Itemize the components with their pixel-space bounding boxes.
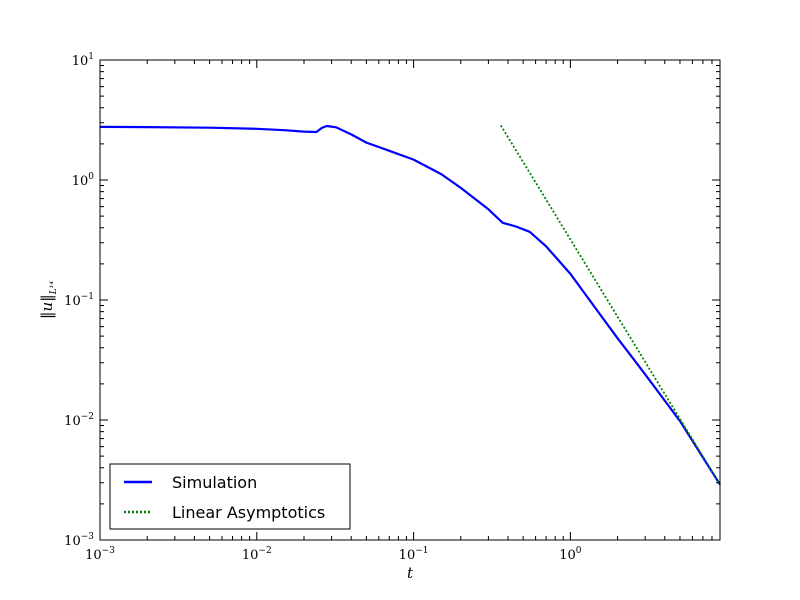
y-tick-label: 101 — [72, 52, 94, 69]
legend-box — [109, 463, 351, 530]
legend-simulation-label: Simulation — [172, 473, 257, 492]
legend: Simulation Linear Asymptotics — [109, 463, 351, 530]
series-simulation-line — [99, 124, 721, 486]
x-tick-label: 10−2 — [242, 546, 272, 563]
y-axis-label-sub: L¹⁴ — [49, 281, 59, 296]
legend-asymptotics-label: Linear Asymptotics — [172, 503, 325, 522]
tick-labels: 10−3 10−2 10−1 100 10−3 10−2 10−1 100 101 — [64, 52, 582, 563]
x-tick-label: 10−1 — [399, 546, 429, 563]
y-tick-label: 10−1 — [64, 292, 94, 309]
x-tick-label: 100 — [559, 546, 582, 563]
y-tick-label: 10−2 — [64, 412, 94, 429]
y-axis-label: ‖u‖L¹⁴ — [38, 281, 59, 319]
y-tick-label: 10−3 — [64, 532, 94, 549]
y-axis-label-main: ‖u‖ — [38, 294, 56, 319]
x-axis-label: t — [407, 564, 414, 582]
plot-lines — [99, 124, 721, 486]
y-tick-label: 100 — [72, 172, 95, 189]
x-tick-label: 10−3 — [85, 546, 115, 563]
ticks — [99, 59, 721, 541]
